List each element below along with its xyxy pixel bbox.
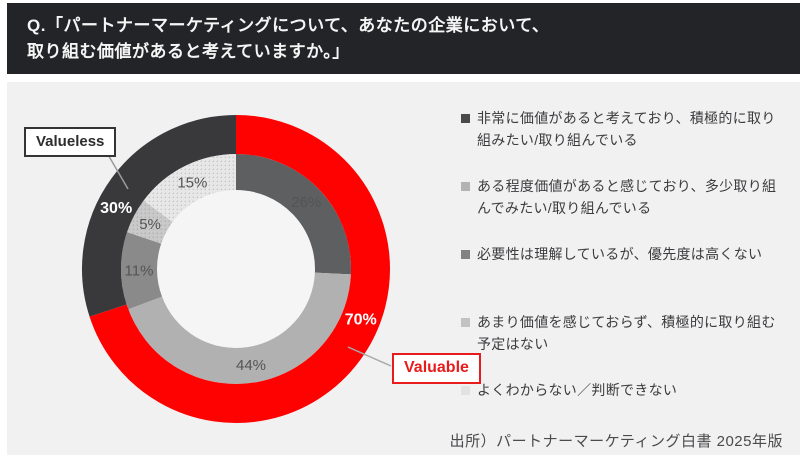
slice-label-30%: 30% bbox=[100, 200, 132, 217]
slice-label-5%: 5% bbox=[139, 216, 161, 233]
legend-label: あまり価値を感じておらず、積極的に取り組む予定はない bbox=[477, 314, 776, 352]
chart-legend: 非常に価値があると考えており、積極的に取り組みたい/取り組んでいる ある程度価値が… bbox=[461, 107, 783, 447]
donut-slice-30% bbox=[82, 115, 237, 317]
legend-label: よくわからない／判断できない bbox=[477, 382, 678, 398]
valuable-callout-label: Valuable bbox=[404, 359, 469, 376]
legend-swatch-icon bbox=[461, 114, 470, 123]
slice-label-15%: 15% bbox=[177, 174, 207, 191]
slice-label-11%: 11% bbox=[125, 263, 154, 280]
legend-item-1: 非常に価値があると考えており、積極的に取り組みたい/取り組んでいる bbox=[461, 107, 783, 175]
legend-label: 非常に価値があると考えており、積極的に取り組みたい/取り組んでいる bbox=[477, 110, 776, 148]
donut-slice-44% bbox=[128, 272, 351, 384]
legend-swatch-icon bbox=[461, 386, 470, 395]
donut-slice-dots-5% bbox=[127, 200, 173, 245]
source-text: 出所）パートナーマーケティング白書 2025年版 bbox=[449, 433, 783, 450]
valueless-callout: Valueless bbox=[24, 127, 117, 157]
valueless-callout-label: Valueless bbox=[36, 133, 105, 150]
slice-label-26%: 26% bbox=[291, 194, 321, 211]
donut-slice-26% bbox=[235, 154, 351, 275]
valuable-leader-line bbox=[347, 346, 392, 367]
slice-label-44%: 44% bbox=[236, 357, 266, 374]
question-line-1: Q.「パートナーマーケティングについて、あなたの企業において、 bbox=[27, 16, 550, 35]
donut-hole bbox=[157, 190, 315, 348]
legend-item-3: 必要性は理解しているが、優先度は高くない bbox=[461, 243, 783, 311]
question-header: Q.「パートナーマーケティングについて、あなたの企業において、 取り組む価値があ… bbox=[7, 3, 800, 74]
legend-label: ある程度価値があると感じており、多少取り組んでみたい/取り組んでいる bbox=[477, 178, 777, 216]
legend-item-4: あまり価値を感じておらず、積極的に取り組む予定はない bbox=[461, 311, 783, 379]
question-line-2: 取り組む価値があると考えていますか。」 bbox=[27, 42, 350, 61]
legend-swatch-icon bbox=[461, 250, 470, 259]
donut-slice-dots-15% bbox=[143, 154, 237, 223]
valuable-callout: Valuable bbox=[392, 353, 481, 384]
donut-slice-11% bbox=[121, 232, 163, 310]
legend-swatch-icon bbox=[461, 182, 470, 191]
slice-label-70%: 70% bbox=[345, 311, 377, 328]
legend-label: 必要性は理解しているが、優先度は高くない bbox=[477, 246, 763, 262]
legend-item-5: よくわからない／判断できない bbox=[461, 379, 783, 447]
legend-swatch-icon bbox=[461, 318, 470, 327]
donut-slice-70% bbox=[89, 115, 390, 423]
legend-item-2: ある程度価値があると感じており、多少取り組んでみたい/取り組んでいる bbox=[461, 175, 783, 243]
